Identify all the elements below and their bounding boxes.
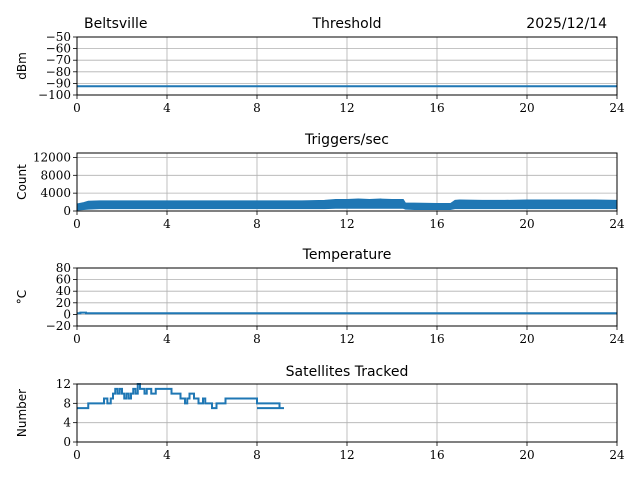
series-band: [76, 198, 618, 211]
x-tick-label: 4: [163, 448, 171, 462]
x-tick-label: 4: [163, 101, 171, 115]
date-label: 2025/12/14: [526, 16, 607, 32]
y-axis-label: Number: [15, 389, 29, 437]
x-tick-label: 20: [519, 332, 534, 346]
series-line: [77, 311, 617, 315]
chart-title: Satellites Tracked: [286, 364, 409, 380]
y-axis-label: Count: [15, 164, 29, 200]
x-tick-label: 0: [73, 217, 81, 231]
chart-title: Triggers/sec: [304, 132, 389, 148]
chart-panel-1: 0 4 8 12 16 20 24 0 4000 8000 12000 Triggers/sec Cou…: [15, 132, 625, 231]
chart-panel-0: 0 4 8 12 16 20 24 −100−90−80−70−60−50 Threshold d…: [15, 16, 625, 115]
x-tick-label: 16: [429, 217, 444, 231]
y-tick-label: 20: [56, 296, 71, 310]
y-axis-label: dBm: [15, 52, 29, 80]
chart-title: Threshold: [312, 16, 382, 32]
x-tick-label: 12: [339, 448, 354, 462]
y-tick-label: 40: [56, 284, 71, 298]
x-tick-label: 24: [609, 448, 625, 462]
y-tick-label: 80: [56, 261, 71, 275]
y-tick-label: 12000: [33, 150, 71, 164]
site-name: Beltsville: [84, 16, 147, 32]
x-tick-label: 24: [609, 217, 625, 231]
y-tick-label: 0: [63, 307, 71, 321]
y-tick-label: 0: [63, 435, 71, 449]
y-tick-label: −100: [38, 88, 71, 102]
series-line: [77, 383, 284, 410]
x-tick-label: 12: [339, 332, 354, 346]
x-tick-label: 8: [253, 332, 261, 346]
x-tick-label: 8: [253, 101, 261, 115]
x-tick-label: 20: [519, 101, 534, 115]
y-tick-label: −60: [46, 42, 71, 56]
x-tick-label: 0: [73, 101, 81, 115]
x-tick-label: 16: [429, 332, 444, 346]
y-tick-label: −20: [46, 319, 71, 333]
x-tick-label: 8: [253, 448, 261, 462]
x-tick-label: 24: [609, 332, 625, 346]
chart-title: Temperature: [302, 247, 392, 263]
x-tick-label: 16: [429, 101, 444, 115]
y-tick-label: 60: [56, 273, 71, 287]
y-tick-label: 8: [63, 396, 71, 410]
x-tick-label: 0: [73, 448, 81, 462]
y-tick-label: 8000: [40, 168, 71, 182]
y-tick-label: 12: [56, 377, 71, 391]
x-tick-label: 4: [163, 332, 171, 346]
y-tick-label: 4000: [40, 186, 71, 200]
x-tick-label: 20: [519, 217, 534, 231]
x-tick-label: 16: [429, 448, 444, 462]
y-tick-label: −70: [46, 53, 71, 67]
y-tick-label: 0: [63, 204, 71, 218]
x-tick-label: 12: [339, 217, 354, 231]
x-tick-label: 24: [609, 101, 625, 115]
x-tick-label: 8: [253, 217, 261, 231]
y-tick-label: −80: [46, 65, 71, 79]
y-axis-label: °C: [15, 290, 29, 304]
chart-panel-3: 0 4 8 12 16 20 24 0 4 8 12 Satellites Tracked Number: [15, 364, 625, 462]
x-tick-label: 4: [163, 217, 171, 231]
x-tick-label: 20: [519, 448, 534, 462]
y-tick-label: 4: [63, 416, 71, 430]
x-tick-label: 0: [73, 332, 81, 346]
y-tick-label: −50: [46, 30, 71, 44]
y-tick-label: −90: [46, 76, 71, 90]
x-tick-label: 12: [339, 101, 354, 115]
